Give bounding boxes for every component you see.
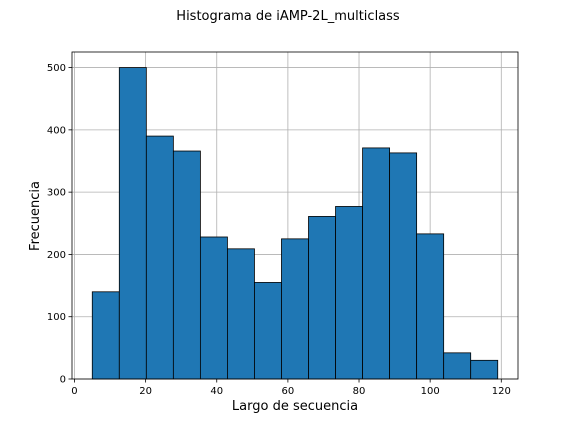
histogram-bar xyxy=(471,360,498,379)
histogram-bar xyxy=(146,136,173,379)
y-tick-label: 400 xyxy=(47,125,66,136)
y-tick-label: 300 xyxy=(47,188,66,199)
histogram-bar xyxy=(363,148,390,379)
x-tick-label: 20 xyxy=(139,386,152,397)
histogram-bar xyxy=(254,282,281,379)
x-tick-label: 80 xyxy=(353,386,366,397)
histogram-bar xyxy=(336,206,363,379)
histogram-bar xyxy=(309,216,336,379)
y-tick-label: 0 xyxy=(60,375,66,386)
x-axis-ticks: 0 20 40 60 80 100 120 xyxy=(71,379,511,397)
x-tick-label: 40 xyxy=(210,386,223,397)
x-tick-label: 120 xyxy=(492,386,511,397)
y-tick-label: 100 xyxy=(47,312,66,323)
y-tick-label: 200 xyxy=(47,250,66,261)
histogram-bar xyxy=(444,353,471,379)
x-tick-label: 60 xyxy=(282,386,295,397)
histogram-bar xyxy=(173,151,200,379)
histogram-bar xyxy=(119,68,146,379)
chart-title: Histograma de iAMP-2L_multiclass xyxy=(176,9,400,24)
histogram-bar xyxy=(417,234,444,379)
histogram-bar xyxy=(200,237,227,379)
y-axis-label: Frecuencia xyxy=(28,181,43,251)
histogram-bar xyxy=(92,292,119,379)
histogram-bar xyxy=(390,153,417,379)
histogram-bars xyxy=(92,68,497,379)
y-axis-ticks: 0 100 200 300 400 500 xyxy=(47,63,72,385)
y-tick-label: 500 xyxy=(47,63,66,74)
histogram-bar xyxy=(281,239,308,379)
histogram-bar xyxy=(227,249,254,379)
x-tick-label: 100 xyxy=(421,386,440,397)
x-axis-label: Largo de secuencia xyxy=(232,399,358,414)
x-tick-label: 0 xyxy=(71,386,77,397)
